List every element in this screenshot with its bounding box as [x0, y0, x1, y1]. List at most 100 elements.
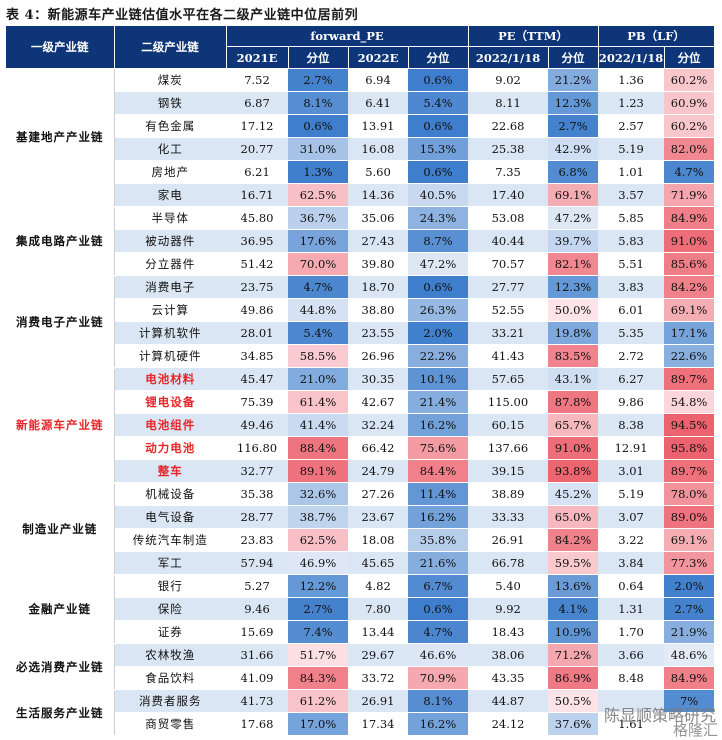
- value-cell: 5.83: [598, 229, 665, 253]
- level1-chain-cell: 制造业产业链: [6, 482, 115, 576]
- level2-chain-cell: 动力电池: [114, 436, 226, 460]
- percentile-cell: 4.1%: [548, 597, 599, 621]
- header-2022e: 2022E: [348, 46, 409, 69]
- value-cell: 116.80: [226, 436, 288, 460]
- percentile-cell: 65.7%: [548, 413, 599, 437]
- level2-chain-cell: 钢铁: [114, 91, 226, 115]
- percentile-cell: 58.5%: [288, 344, 348, 368]
- percentile-cell: 84.4%: [408, 459, 469, 483]
- level2-chain-cell: 电气设备: [114, 505, 226, 529]
- percentile-cell: 91.0%: [548, 436, 599, 460]
- value-cell: 7.35: [468, 160, 549, 184]
- percentile-cell: 84.2%: [664, 275, 715, 299]
- percentile-cell: 13.6%: [548, 574, 599, 598]
- percentile-cell: 16.2%: [408, 712, 469, 736]
- percentile-cell: 4.7%: [408, 620, 469, 644]
- value-cell: 9.86: [598, 390, 665, 414]
- value-cell: 14.36: [348, 183, 408, 207]
- table-row: 计算机硬件 34.85 58.5% 26.96 22.2% 41.43 83.5% 2.72 2…: [6, 344, 715, 368]
- watermark-text: 陈显顺策略研究: [603, 706, 716, 725]
- value-cell: 17.34: [348, 712, 408, 736]
- percentile-cell: 38.7%: [288, 505, 348, 529]
- value-cell: 45.80: [226, 206, 288, 230]
- value-cell: 24.79: [348, 459, 408, 483]
- value-cell: 12.91: [598, 436, 665, 460]
- table-row: 集成电路产业链 半导体 45.80 36.7% 35.06 24.3% 53.08 47.2%…: [6, 206, 715, 277]
- percentile-cell: 89.7%: [664, 459, 715, 483]
- percentile-cell: 71.2%: [548, 643, 599, 667]
- value-cell: 22.68: [468, 114, 549, 138]
- value-cell: 5.27: [226, 574, 288, 598]
- table-header: 一级产业链 二级产业链 forward_PE PE（TTM） PB（LF） 20…: [6, 26, 715, 69]
- value-cell: 5.51: [598, 252, 665, 276]
- value-cell: 18.08: [348, 528, 408, 552]
- table-row: 被动器件 36.95 17.6% 27.43 8.7% 40.44 39.7% 5.83 91.…: [6, 229, 715, 253]
- value-cell: 3.57: [598, 183, 665, 207]
- value-cell: 6.27: [598, 367, 665, 391]
- percentile-cell: 84.2%: [548, 528, 599, 552]
- value-cell: 41.43: [468, 344, 549, 368]
- value-cell: 6.41: [348, 91, 408, 115]
- level2-chain-cell: 计算机软件: [114, 321, 226, 345]
- value-cell: 3.83: [598, 275, 665, 299]
- value-cell: 17.40: [468, 183, 549, 207]
- value-cell: 38.06: [468, 643, 549, 667]
- value-cell: 29.67: [348, 643, 408, 667]
- value-cell: 6.87: [226, 91, 288, 115]
- percentile-cell: 15.3%: [408, 137, 469, 161]
- percentile-cell: 75.6%: [408, 436, 469, 460]
- percentile-cell: 47.2%: [548, 206, 599, 230]
- level2-chain-cell: 消费者服务: [114, 689, 226, 713]
- percentile-cell: 10.9%: [548, 620, 599, 644]
- value-cell: 23.55: [348, 321, 408, 345]
- value-cell: 9.46: [226, 597, 288, 621]
- percentile-cell: 46.6%: [408, 643, 469, 667]
- value-cell: 17.12: [226, 114, 288, 138]
- percentile-cell: 60.2%: [664, 68, 715, 92]
- percentile-cell: 69.1%: [548, 183, 599, 207]
- table-row: 房地产 6.21 1.3% 5.60 0.6% 7.35 6.8% 1.01 4.7%: [6, 160, 715, 184]
- percentile-cell: 0.6%: [408, 68, 469, 92]
- level2-chain-cell: 化工: [114, 137, 226, 161]
- percentile-cell: 70.0%: [288, 252, 348, 276]
- level2-chain-cell: 食品饮料: [114, 666, 226, 690]
- table-row: 制造业产业链 机械设备 35.38 32.6% 27.26 11.4% 38.89 45.2%…: [6, 482, 715, 576]
- value-cell: 41.09: [226, 666, 288, 690]
- percentile-cell: 85.6%: [664, 252, 715, 276]
- value-cell: 75.39: [226, 390, 288, 414]
- percentile-cell: 21.2%: [548, 68, 599, 92]
- percentile-cell: 21.0%: [288, 367, 348, 391]
- value-cell: 27.77: [468, 275, 549, 299]
- value-cell: 35.38: [226, 482, 288, 506]
- table-row: 证券 15.69 7.4% 13.44 4.7% 18.43 10.9% 1.70 21.9%: [6, 620, 715, 644]
- percentile-cell: 46.9%: [288, 551, 348, 575]
- percentile-cell: 0.6%: [408, 160, 469, 184]
- value-cell: 5.60: [348, 160, 408, 184]
- table-row: 整车 32.77 89.1% 24.79 84.4% 39.15 93.8% 3.01 89.7…: [6, 459, 715, 483]
- value-cell: 5.19: [598, 482, 665, 506]
- level2-chain-cell: 军工: [114, 551, 226, 575]
- value-cell: 57.65: [468, 367, 549, 391]
- value-cell: 42.67: [348, 390, 408, 414]
- level2-chain-cell: 计算机硬件: [114, 344, 226, 368]
- percentile-cell: 60.2%: [664, 114, 715, 138]
- percentile-cell: 65.0%: [548, 505, 599, 529]
- percentile-cell: 42.9%: [548, 137, 599, 161]
- header-date: 2022/1/18: [598, 46, 665, 69]
- level2-chain-cell: 分立器件: [114, 252, 226, 276]
- level1-chain-cell: 生活服务产业链: [6, 689, 115, 737]
- table-row: 钢铁 6.87 8.1% 6.41 5.4% 8.11 12.3% 1.23 60.9%: [6, 91, 715, 115]
- level2-chain-cell: 家电: [114, 183, 226, 207]
- percentile-cell: 2.7%: [288, 68, 348, 92]
- value-cell: 66.78: [468, 551, 549, 575]
- header-percentile: 分位: [664, 46, 715, 69]
- value-cell: 2.72: [598, 344, 665, 368]
- percentile-cell: 82.0%: [664, 137, 715, 161]
- percentile-cell: 95.8%: [664, 436, 715, 460]
- level1-chain-cell: 基建地产产业链: [6, 68, 115, 208]
- value-cell: 1.36: [598, 68, 665, 92]
- percentile-cell: 91.0%: [664, 229, 715, 253]
- value-cell: 115.00: [468, 390, 549, 414]
- percentile-cell: 89.7%: [664, 367, 715, 391]
- percentile-cell: 87.8%: [548, 390, 599, 414]
